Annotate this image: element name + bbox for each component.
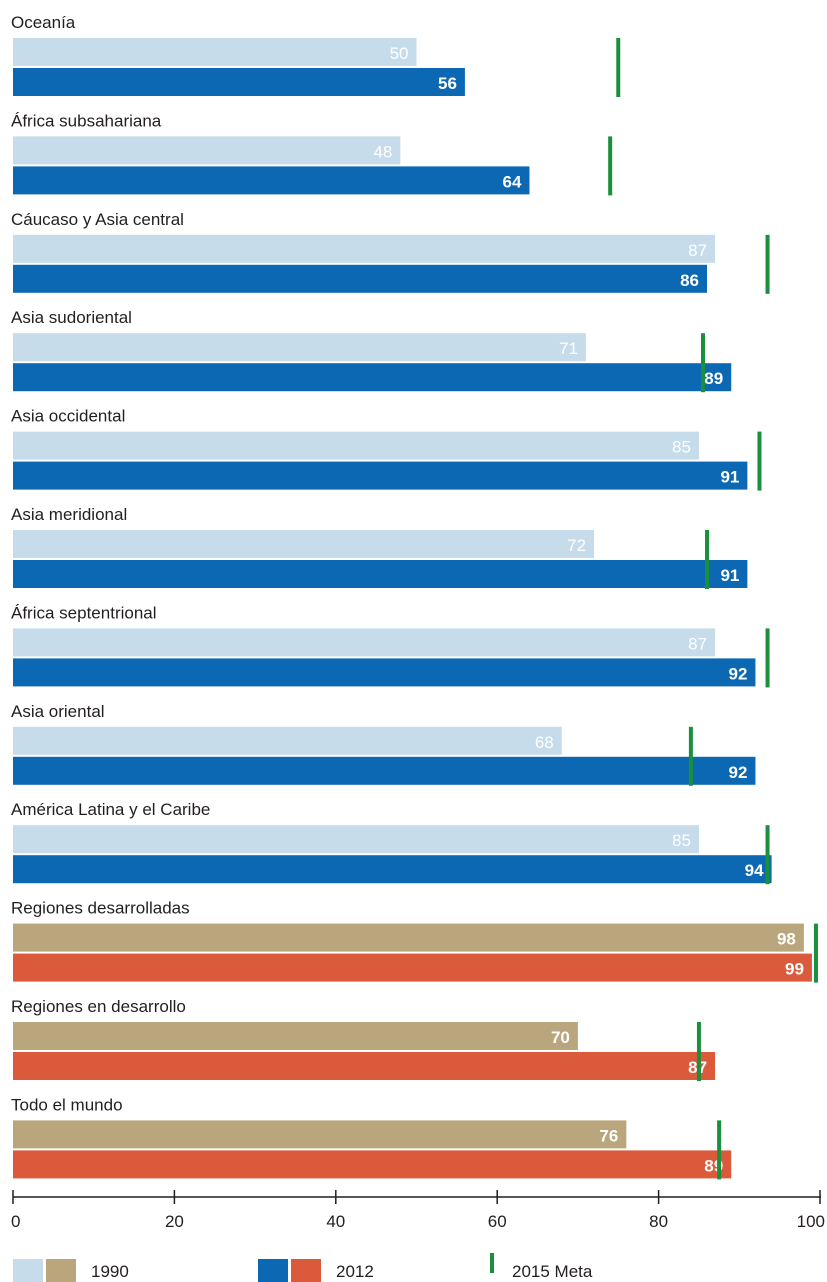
bar-1990 [13,38,417,66]
legend-swatch [46,1259,76,1282]
legend-label: 1990 [91,1262,129,1281]
category-label: Asia oriental [11,702,105,721]
category-label: Asia occidental [11,407,125,426]
data-label-2012: 92 [729,763,748,782]
bar-2012 [13,166,530,195]
legend-swatch [258,1259,288,1282]
target-marker [757,431,762,491]
target-marker [717,1120,722,1180]
x-tick-label: 60 [488,1212,507,1231]
data-label-1990: 98 [777,930,796,949]
legend-label: 2015 Meta [512,1262,593,1281]
data-label-2012: 92 [729,664,748,683]
category-label: Regiones desarrolladas [11,899,190,918]
legend-label: 2012 [336,1262,374,1281]
target-marker [813,923,818,983]
category-label: África septentrional [11,603,157,622]
x-tick-label: 80 [649,1212,668,1231]
bar-1990 [13,1022,578,1050]
bar-2012 [13,855,772,884]
bar-1990 [13,333,586,362]
bar-1990 [13,1120,627,1149]
bar-2012 [13,756,756,785]
data-label-1990: 70 [551,1028,570,1047]
bar-2012 [13,68,465,96]
target-marker [616,38,621,97]
category-label: América Latina y el Caribe [11,800,210,819]
data-label-1990: 87 [688,634,707,653]
data-label-1990: 71 [559,339,578,358]
x-tick-label: 0 [11,1212,20,1231]
x-tick-label: 40 [326,1212,345,1231]
data-label-2012: 56 [438,74,457,93]
data-label-1990: 76 [599,1126,618,1145]
data-label-1990: 48 [373,142,392,161]
data-label-2012: 94 [745,861,764,880]
target-marker [700,333,705,393]
data-label-2012: 99 [785,960,804,979]
bar-1990 [13,431,699,460]
data-label-2012: 86 [680,271,699,290]
legend-swatch [13,1259,43,1282]
data-label-2012: 64 [503,172,522,191]
bar-2012 [13,560,748,588]
x-tick-label: 100 [797,1212,825,1231]
data-label-1990: 68 [535,733,554,752]
data-label-1990: 72 [567,536,586,555]
data-label-2012: 91 [720,468,739,487]
category-label: Asia meridional [11,505,127,524]
data-label-1990: 85 [672,831,691,850]
x-tick-label: 20 [165,1212,184,1231]
bar-2012 [13,264,708,293]
target-marker [608,136,613,196]
category-label: Regiones en desarrollo [11,997,186,1016]
target-marker [705,530,710,589]
bar-1990 [13,234,716,263]
category-label: Todo el mundo [11,1095,123,1114]
bar-2012 [13,658,756,687]
bar-2012 [13,363,732,392]
bar-2012 [13,461,748,490]
category-label: Oceanía [11,13,76,32]
data-label-1990: 87 [688,241,707,260]
data-label-2012: 89 [704,369,723,388]
target-marker [688,726,693,786]
target-marker [765,234,770,294]
data-label-2012: 91 [720,566,739,585]
data-label-1990: 85 [672,438,691,457]
bar-1990 [13,825,699,854]
bar-1990 [13,530,595,558]
bar-1990 [13,136,401,165]
bar-1990 [13,923,804,952]
data-label-1990: 50 [390,44,409,63]
category-label: Cáucaso y Asia central [11,210,184,229]
target-marker [765,628,770,688]
legend-swatch [291,1259,321,1282]
category-label: África subsahariana [11,111,162,130]
bar-2012 [13,1052,716,1080]
legend-swatch-target [490,1253,494,1273]
bar-1990 [13,726,562,755]
bar-2012 [13,1150,732,1179]
category-label: Asia sudoriental [11,308,132,327]
bar-1990 [13,628,716,657]
target-marker [765,825,770,885]
bar-2012 [13,953,812,982]
target-marker [696,1022,701,1081]
